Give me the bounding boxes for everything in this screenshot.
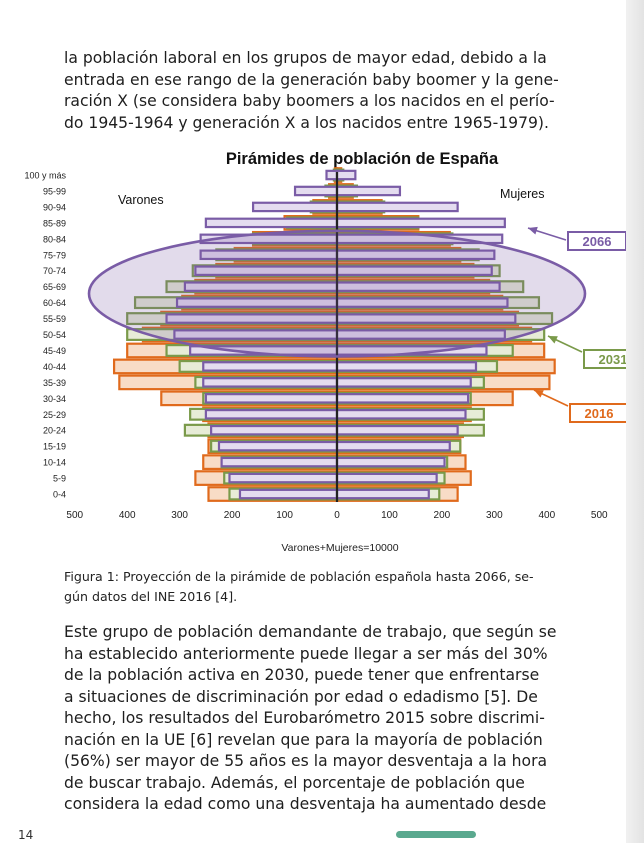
- age-tick-label: 40-44: [43, 362, 66, 372]
- bar-male-2066: [251, 201, 339, 213]
- age-tick-label: 65-69: [43, 282, 66, 292]
- age-tick-label: 30-34: [43, 394, 66, 404]
- text-line: do 1945-1964 y generación X a los nacido…: [64, 113, 549, 132]
- females-label: Mujeres: [500, 187, 544, 201]
- age-tick-label: 35-39: [43, 378, 66, 388]
- bar-male-2066: [293, 185, 339, 197]
- text-line: ración X (se considera baby boomers a lo…: [64, 92, 555, 110]
- bar-female-2066: [335, 217, 506, 229]
- intro-paragraph: la población laboral en los grupos de ma…: [64, 48, 584, 134]
- age-tick-label: 70-74: [43, 266, 66, 276]
- page-edge-shadow: [626, 0, 644, 843]
- age-tick-label: 95-99: [43, 186, 66, 196]
- text-line: la población laboral en los grupos de ma…: [64, 49, 547, 67]
- annotation-arrowhead: [528, 226, 538, 235]
- age-tick-label: 25-29: [43, 410, 66, 420]
- age-tick-label: 85-89: [43, 218, 66, 228]
- age-tick-label: 55-59: [43, 314, 66, 324]
- x-tick-label: 500: [66, 510, 83, 521]
- annotation-arrowhead: [548, 336, 558, 344]
- bar-female-2066: [335, 377, 472, 388]
- bar-female-2066: [335, 201, 459, 213]
- text-line: de buscar trabajo. Además, el porcentaje…: [64, 773, 525, 792]
- x-tick-label: 0: [334, 510, 340, 521]
- x-tick-label: 400: [538, 510, 555, 521]
- annotation-label: 2066: [583, 234, 612, 249]
- bar-male-2066: [238, 488, 339, 500]
- x-tick-label: 500: [591, 510, 608, 521]
- age-tick-label: 60-64: [43, 298, 66, 308]
- population-pyramid-chart: Pirámides de población de España Varones M…: [24, 150, 626, 554]
- annotation-arrowhead: [534, 390, 544, 398]
- bar-female-2066: [335, 424, 459, 436]
- annotation-box: [569, 403, 626, 423]
- text-line: considera la edad como una desventaja ha…: [64, 795, 547, 813]
- scroll-indicator[interactable]: [396, 831, 476, 838]
- bar-female-2066: [335, 456, 446, 468]
- text-line: entrada en ese rango de la generación ba…: [64, 70, 559, 89]
- annotation-label: 2016: [585, 406, 614, 421]
- bar-male-2066: [204, 217, 339, 229]
- age-tick-label: 15-19: [43, 442, 66, 452]
- bar-male-2066: [204, 409, 339, 420]
- text-line: hecho, los resultados del Eurobarómetro …: [64, 709, 545, 727]
- document-page: la población laboral en los grupos de ma…: [0, 48, 626, 842]
- bar-male-2066: [220, 456, 339, 468]
- text-line: (56%) ser mayor de 55 años es la mayor d…: [64, 752, 548, 770]
- bar-female-2066: [335, 472, 438, 484]
- text-line: ha establecido anteriormente puede llega…: [64, 644, 548, 663]
- age-tick-label: 80-84: [43, 234, 66, 244]
- bar-male-2066: [217, 440, 339, 452]
- annotation-box: [567, 231, 626, 251]
- males-label: Varones: [118, 193, 164, 207]
- page-number: 14: [18, 828, 34, 842]
- population-pyramid-figure: Pirámides de población de España Varones M…: [0, 140, 626, 560]
- bar-female-2066: [335, 361, 478, 372]
- x-tick-label: 300: [486, 510, 503, 521]
- age-tick-label: 50-54: [43, 330, 66, 340]
- bar-female-2066: [335, 409, 467, 420]
- bar-male-2066: [325, 169, 339, 181]
- age-tick-label: 0-4: [53, 490, 66, 500]
- bar-male-2066: [210, 424, 339, 436]
- caption-line: Figura 1: Proyección de la pirámide de p…: [64, 569, 534, 584]
- age-tick-label: 100 y más: [24, 171, 66, 181]
- x-tick-label: 200: [224, 510, 241, 521]
- bar-female-2066: [335, 393, 470, 404]
- age-tick-label: 10-14: [43, 458, 66, 468]
- annotation-label: 2031: [599, 352, 626, 367]
- age-tick-label: 5-9: [53, 474, 66, 484]
- x-tick-label: 100: [381, 510, 398, 521]
- bar-male-2066: [228, 472, 339, 484]
- age-tick-label: 90-94: [43, 202, 66, 212]
- age-tick-label: 75-79: [43, 250, 66, 260]
- highlight-ellipse: [87, 229, 587, 358]
- bar-female-2066: [335, 185, 402, 197]
- figure-caption: Figura 1: Proyección de la pirámide de p…: [64, 567, 594, 607]
- text-line: nación en la UE [6] revelan que para la …: [64, 730, 543, 749]
- chart-title: Pirámides de población de España: [226, 150, 499, 168]
- text-line: a situaciones de discriminación por edad…: [64, 687, 538, 706]
- x-tick-label: 400: [119, 510, 136, 521]
- text-line: Este grupo de población demandante de tr…: [64, 623, 557, 641]
- caption-line: gún datos del INE 2016 [4].: [64, 589, 238, 604]
- age-tick-label: 20-24: [43, 426, 66, 436]
- x-axis-label: Varones+Mujeres=10000: [281, 542, 398, 554]
- x-tick-label: 300: [171, 510, 188, 521]
- bar-male-2066: [202, 361, 339, 372]
- annotation-box: [583, 349, 626, 369]
- bar-male-2066: [204, 393, 339, 404]
- bar-female-2066: [335, 488, 430, 500]
- bar-female-2066: [335, 169, 357, 181]
- text-line: de la población activa en 2030, puede te…: [64, 666, 540, 684]
- x-tick-label: 200: [434, 510, 451, 521]
- age-tick-label: 45-49: [43, 346, 66, 356]
- bar-female-2066: [335, 440, 451, 452]
- body-paragraph: Este grupo de población demandante de tr…: [64, 622, 584, 816]
- x-tick-label: 100: [276, 510, 293, 521]
- bar-male-2066: [202, 377, 339, 388]
